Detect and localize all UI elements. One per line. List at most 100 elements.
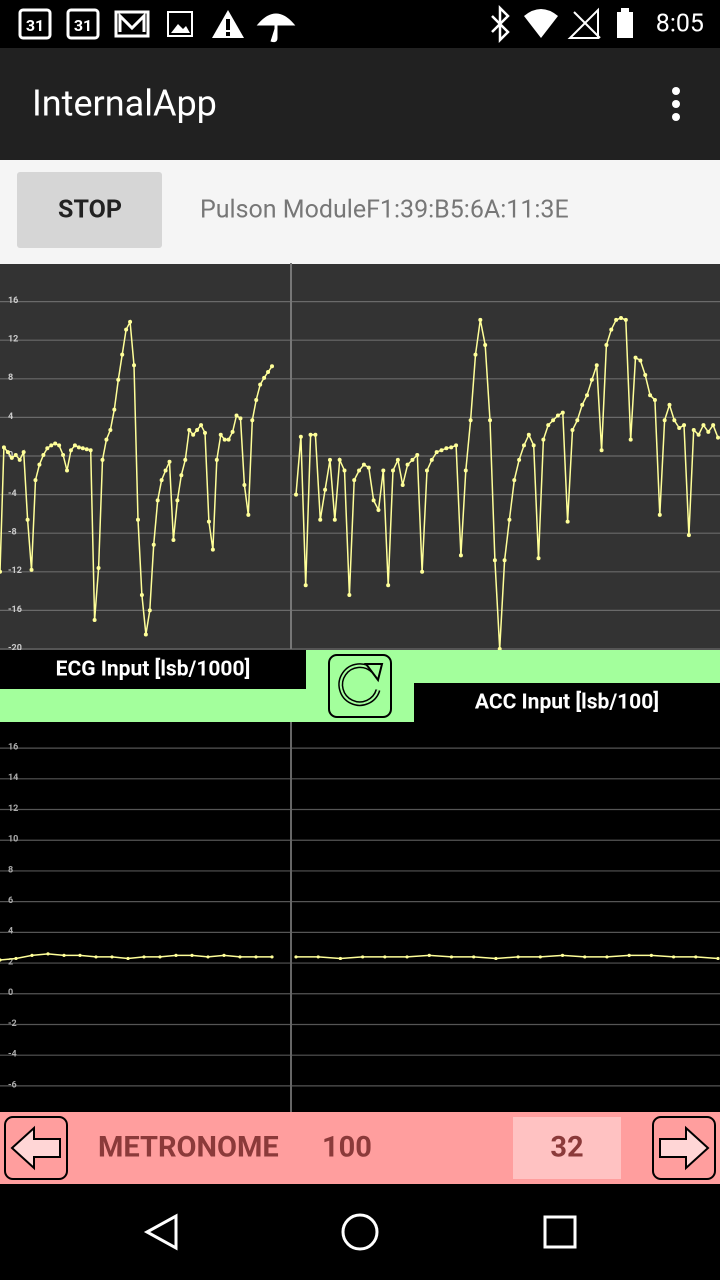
trace-point <box>72 443 77 448</box>
trace-point <box>439 448 444 453</box>
trace-point <box>139 592 144 597</box>
trace-point <box>604 343 609 348</box>
refresh-button[interactable] <box>328 654 392 718</box>
trace-point <box>242 482 247 487</box>
trace-point <box>649 953 653 957</box>
trace-point <box>538 955 542 959</box>
trace-point <box>638 358 643 363</box>
back-button[interactable] <box>143 1213 178 1251</box>
trace-point <box>427 953 431 957</box>
trace-point <box>521 443 526 448</box>
trace-point <box>37 462 42 467</box>
trace-point <box>711 423 716 428</box>
trace-line <box>295 317 719 650</box>
trace-point <box>187 427 192 432</box>
trace-point <box>126 956 130 961</box>
trace-point <box>142 955 146 959</box>
trace-point <box>560 953 565 957</box>
trace-point <box>672 418 677 423</box>
next-button[interactable] <box>652 1116 716 1180</box>
trace-point <box>609 327 614 332</box>
trace-point <box>230 429 235 434</box>
trace-point <box>238 416 243 421</box>
trace-point <box>395 457 400 462</box>
overflow-menu-dot[interactable] <box>672 100 680 108</box>
trace-point <box>25 517 30 522</box>
bottom-chart: 16 14 12 10 8 6 4 2 0 -2 -4 -6 <box>0 722 720 1112</box>
app-bar <box>0 48 720 160</box>
acc-label: ACC Input [lsb/100] <box>475 691 659 715</box>
trace-point <box>30 953 34 957</box>
trace-point <box>206 519 211 524</box>
home-button[interactable] <box>341 1213 379 1251</box>
trace-point <box>214 457 219 462</box>
stop-button[interactable] <box>17 172 162 248</box>
refresh-glyph-inner[interactable] <box>339 664 379 705</box>
trace-point <box>716 956 720 961</box>
wifi-icon <box>524 9 558 38</box>
refresh-arrowhead[interactable] <box>364 663 384 683</box>
umbrella-icon <box>256 13 296 43</box>
overflow-menu-dot[interactable] <box>672 113 680 121</box>
trace-point <box>308 432 313 437</box>
trace-point <box>262 375 267 380</box>
trace-point <box>623 317 628 322</box>
trace-point <box>1 445 6 450</box>
overflow-menu-dot[interactable] <box>672 87 680 95</box>
trace-point <box>5 450 10 455</box>
trace-point <box>342 468 347 473</box>
trace-point <box>33 478 38 483</box>
trace-point <box>159 478 164 483</box>
recents-button[interactable] <box>543 1215 577 1249</box>
trace-point <box>449 445 454 450</box>
trace-point <box>303 583 308 588</box>
trace-point <box>84 447 89 452</box>
trace-point <box>696 432 701 437</box>
status-bar <box>0 0 720 48</box>
trace-point <box>633 355 638 360</box>
clock: 8:05 <box>656 10 704 39</box>
trace-point <box>458 553 463 558</box>
trace-point <box>17 457 22 462</box>
trace-point <box>9 455 14 460</box>
trace-point <box>517 457 522 462</box>
device-name: Pulson ModuleF1:39:B5:6A:11:3E <box>200 196 569 225</box>
trace-point <box>21 450 26 455</box>
y-tick-label: 6 <box>8 896 13 906</box>
trace-point <box>589 377 594 382</box>
trace-point <box>434 450 439 455</box>
trace-point <box>488 418 493 423</box>
trace-point <box>222 437 227 442</box>
calendar-icon <box>66 8 100 40</box>
trace-point <box>512 478 517 483</box>
trace-point <box>155 498 160 503</box>
trace-point <box>361 955 365 959</box>
trace-point <box>128 319 133 324</box>
count-box <box>513 1117 621 1179</box>
trace-point <box>583 955 587 959</box>
trace-point <box>270 955 274 959</box>
right-arrow[interactable] <box>659 1125 710 1171</box>
y-tick-label: 14 <box>8 773 18 783</box>
trace-point <box>585 393 590 398</box>
trace-point <box>405 955 409 959</box>
battery-cap <box>621 8 629 13</box>
trace-point <box>0 569 2 574</box>
trace-point <box>605 955 609 959</box>
trace-point <box>0 958 2 962</box>
previous-button[interactable] <box>4 1116 68 1180</box>
trace-point <box>618 316 623 321</box>
trace-point <box>444 446 449 451</box>
y-tick-label: -4 <box>8 489 17 499</box>
trace-point <box>371 498 376 503</box>
trace-point <box>313 432 318 437</box>
trace-point <box>555 413 560 418</box>
trace-point <box>357 468 362 473</box>
left-arrow[interactable] <box>10 1125 61 1171</box>
trace-point <box>57 443 62 448</box>
y-tick-label: 2 <box>8 957 13 967</box>
stop-button-label[interactable]: STOP <box>58 196 122 225</box>
trace-point <box>652 398 657 403</box>
y-tick-label: 16 <box>8 742 18 752</box>
